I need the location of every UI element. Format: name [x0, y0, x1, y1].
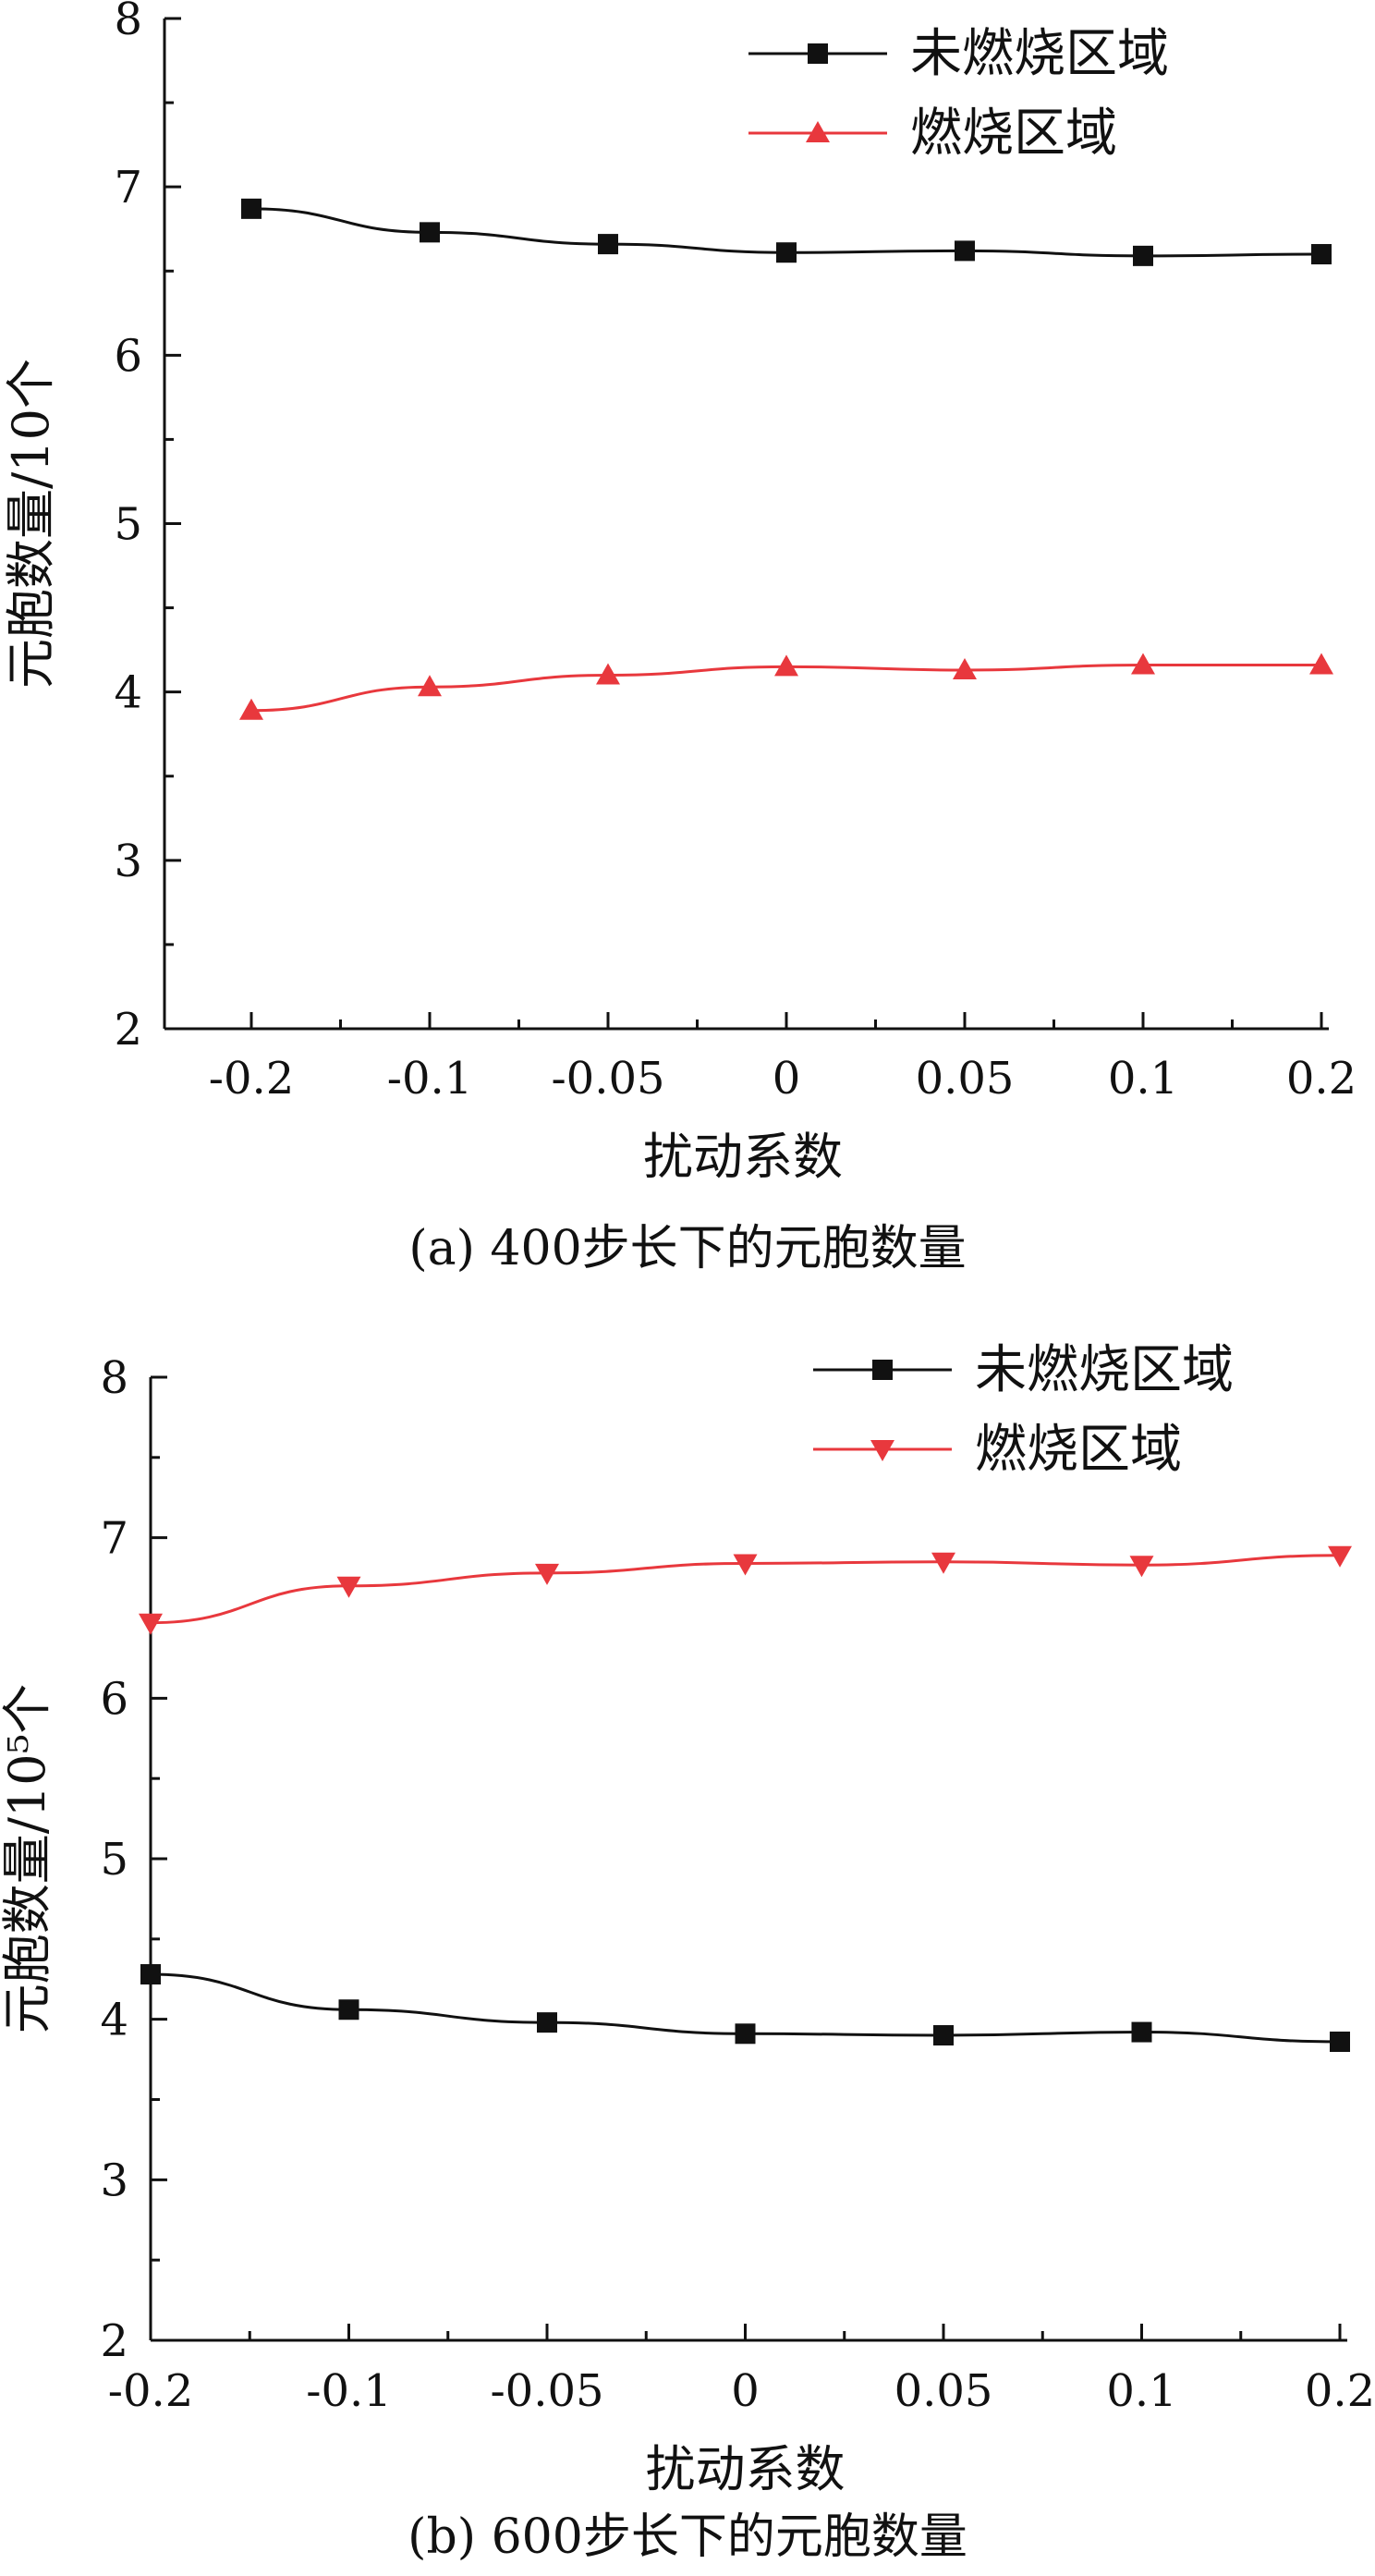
data-point-triangle [1131, 653, 1155, 675]
y-axis-title: 元胞数量/10个 [2, 359, 60, 689]
y-tick-label: 5 [114, 499, 142, 551]
x-axis-title: 扰动系数 [643, 1128, 843, 1186]
chart-panel-b: 2 3 4 5 6 7 8 -0.2 -0.1 -0.05 0 0.05 0.1 0.2 扰动系数 元胞数量/… [0, 1340, 1375, 2565]
data-point-square [735, 2023, 756, 2045]
x-tick-label: -0.05 [551, 1053, 664, 1105]
x-tick-label: 0 [773, 1053, 801, 1105]
legend-label: 未燃烧区域 [910, 24, 1169, 84]
data-point-square [140, 1964, 161, 1985]
y-tick-label: 8 [114, 0, 142, 45]
data-point-square [598, 234, 618, 255]
data-point-triangle [774, 654, 798, 677]
series-burned [139, 1545, 1352, 1635]
x-tick-label: 0.05 [894, 2365, 993, 2417]
chart-panel-a: 2 3 4 5 6 7 8 -0.2 -0.1 -0.05 0 0.05 0.1 0.2 扰动系数 元胞数量/… [2, 0, 1357, 1276]
x-tick-label: -0.2 [108, 2365, 194, 2417]
legend-label: 燃烧区域 [910, 104, 1117, 164]
data-point-triangle [953, 657, 977, 679]
y-tick-label: 4 [100, 1995, 128, 2046]
y-tick-label: 8 [100, 1352, 128, 1404]
legend-label: 燃烧区域 [975, 1420, 1182, 1480]
y-axis-title: 元胞数量/10⁵个 [0, 1684, 56, 2034]
legend-label: 未燃烧区域 [975, 1340, 1234, 1400]
figure-caption: (a) 400步长下的元胞数量 [408, 1221, 966, 1276]
data-point-triangle [931, 1552, 955, 1574]
x-tick-label: 0.1 [1108, 1053, 1178, 1105]
x-tick-label: -0.1 [387, 1053, 473, 1105]
x-tick-label: 0.2 [1286, 1053, 1357, 1105]
data-point-triangle [1129, 1556, 1154, 1578]
series-unburned [241, 198, 1332, 266]
x-tick-label: -0.05 [490, 2365, 603, 2417]
y-tick-label: 6 [100, 1673, 128, 1725]
y-tick-label: 7 [114, 162, 142, 214]
data-point-triangle [806, 121, 830, 142]
x-tick-label: 0 [731, 2365, 760, 2417]
data-point-triangle [1309, 653, 1333, 675]
y-tick-label: 5 [100, 1834, 128, 1886]
data-point-square [808, 43, 828, 64]
series-unburned [140, 1964, 1350, 2052]
data-point-triangle [535, 1563, 559, 1585]
y-tick-label: 7 [100, 1513, 128, 1565]
data-point-square [872, 1360, 893, 1380]
data-point-triangle [139, 1613, 163, 1635]
data-point-square [955, 240, 975, 262]
figure-caption: (b) 600步长下的元胞数量 [408, 2509, 967, 2565]
data-point-square [776, 242, 797, 263]
data-point-square [933, 2025, 954, 2046]
x-axis-title: 扰动系数 [646, 2440, 846, 2498]
y-tick-label: 2 [114, 1004, 142, 1056]
data-point-square [420, 222, 440, 243]
x-tick-label: 0.1 [1106, 2365, 1176, 2417]
y-tick-label: 3 [100, 2155, 128, 2206]
data-point-square [1133, 245, 1153, 266]
data-point-triangle [1328, 1545, 1352, 1568]
y-tick-label: 6 [114, 330, 142, 382]
y-tick-label: 3 [114, 836, 142, 887]
data-point-square [537, 2012, 557, 2033]
data-point-triangle [733, 1554, 758, 1576]
x-tick-label: 0.2 [1305, 2365, 1375, 2417]
x-tick-label: -0.2 [209, 1053, 295, 1105]
data-point-square [338, 1999, 359, 2021]
data-point-triangle [239, 698, 263, 720]
data-point-square [1311, 244, 1332, 265]
y-tick-label: 4 [114, 667, 142, 719]
x-tick-label: 0.05 [916, 1053, 1015, 1105]
y-tick-label: 2 [100, 2315, 128, 2367]
data-point-square [1131, 2021, 1152, 2043]
data-point-triangle [870, 1440, 894, 1461]
data-point-triangle [596, 663, 620, 685]
series-burned [239, 653, 1333, 720]
data-point-triangle [336, 1576, 361, 1598]
data-point-square [1330, 2031, 1350, 2052]
x-tick-label: -0.1 [306, 2365, 392, 2417]
data-point-square [241, 198, 262, 219]
data-point-triangle [418, 675, 442, 697]
